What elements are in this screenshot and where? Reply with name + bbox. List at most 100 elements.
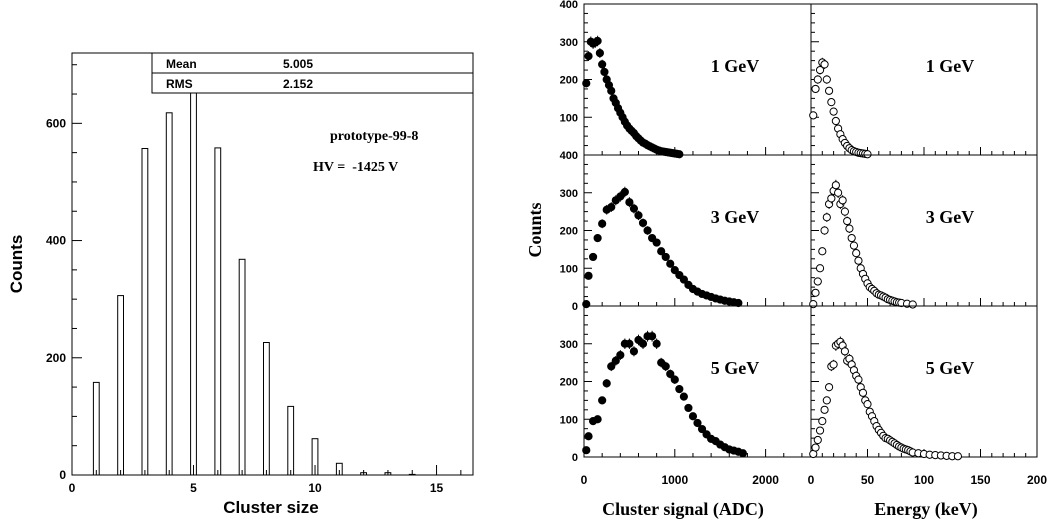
- data-point: [652, 339, 661, 348]
- bar-cluster-size-4: [165, 112, 173, 476]
- data-point: [738, 449, 748, 458]
- data-point: [813, 75, 822, 84]
- data-point: [598, 219, 607, 228]
- left-y-tick-label: 200: [46, 351, 66, 365]
- panel-x-tick-label: 2000: [752, 473, 779, 487]
- panel-energy-label: 3 GeV: [926, 207, 975, 227]
- data-point: [648, 332, 657, 341]
- stats-mean-label: Mean: [166, 57, 197, 71]
- data-point: [827, 194, 836, 203]
- panel-r0-c0: 1 GeV: [582, 3, 812, 159]
- left-y-axis: 0 200 400 600: [46, 64, 82, 482]
- panel-frame: [810, 154, 1038, 307]
- bar-cluster-size-1: [92, 381, 100, 476]
- panel-frame: [583, 305, 812, 458]
- panel-energy-label: 5 GeV: [926, 358, 975, 378]
- data-point: [652, 238, 661, 247]
- data-point: [593, 233, 602, 243]
- data-point: [908, 300, 917, 309]
- data-point: [607, 202, 616, 212]
- right-y-axis-label: Counts: [525, 202, 545, 257]
- data-point: [675, 150, 684, 159]
- stats-mean-value: 5.005: [283, 57, 313, 71]
- data-point: [815, 264, 825, 273]
- panel-y-tick-label: 0: [572, 452, 578, 464]
- data-point: [661, 252, 670, 262]
- data-point: [607, 362, 616, 371]
- panel-x-tick-label: 1000: [661, 473, 688, 487]
- data-point: [818, 247, 827, 256]
- data-point: [584, 271, 593, 280]
- data-point: [616, 350, 625, 360]
- left-y-tick-label: 400: [46, 234, 66, 248]
- panel-y-tick-label: 0: [572, 301, 578, 313]
- data-point: [679, 275, 688, 284]
- panel-frame: [583, 3, 812, 156]
- data-point: [815, 426, 825, 435]
- data-point: [815, 65, 825, 75]
- data-point: [840, 207, 850, 216]
- left-x-axis-label: Cluster size: [223, 498, 318, 517]
- data-point: [824, 86, 834, 95]
- data-point: [820, 405, 829, 414]
- panel-r1-c0: 3 GeV: [582, 154, 812, 309]
- left-x-tick-label: 15: [430, 481, 444, 495]
- bar-cluster-size-2: [117, 295, 124, 476]
- energy-panels-figure: 1 GeV 1 GeV 3 GeV 3 GeV 5 GeV 5 GeV 400 300 200…: [525, 0, 1047, 520]
- data-point: [638, 339, 648, 348]
- data-point: [598, 60, 607, 69]
- left-y-tick-label: 0: [59, 468, 66, 482]
- data-point: [829, 360, 838, 369]
- panel-x-tick-label: 200: [1027, 473, 1047, 487]
- panel-y-tick-label: 100: [560, 263, 578, 275]
- data-point: [813, 277, 822, 286]
- bar-cluster-size-5: [190, 90, 197, 476]
- left-y-tick-label: 600: [46, 116, 66, 130]
- data-point: [584, 432, 593, 441]
- data-point: [811, 443, 820, 452]
- data-point: [675, 384, 684, 394]
- panel-y-tick-label: 300: [560, 339, 578, 351]
- bar-cluster-size-7: [238, 258, 246, 476]
- panel-energy-label: 1 GeV: [711, 56, 760, 76]
- data-point: [661, 362, 670, 371]
- data-point: [643, 226, 652, 235]
- data-point: [822, 396, 831, 405]
- data-point: [670, 266, 679, 275]
- data-point: [602, 379, 611, 388]
- stats-box: Mean 5.005 RMS 2.152: [151, 52, 474, 94]
- data-point: [824, 383, 834, 392]
- data-point: [809, 111, 818, 120]
- data-point: [831, 181, 840, 190]
- data-point: [634, 211, 643, 220]
- data-point: [657, 247, 666, 256]
- panel-y-tick-label: 200: [560, 75, 578, 87]
- panel-r2-c1: 5 GeV: [809, 305, 1038, 461]
- data-point: [811, 288, 820, 297]
- data-point: [813, 435, 822, 445]
- panel-y-tick-label: 300: [560, 37, 578, 49]
- panel-x-tick-label: 0: [581, 473, 588, 487]
- data-point: [849, 241, 859, 250]
- data-point: [600, 67, 609, 77]
- panel-energy-label: 3 GeV: [711, 207, 760, 227]
- stats-rms-value: 2.152: [283, 77, 313, 91]
- stats-rms-label: RMS: [166, 77, 193, 91]
- bar-cluster-size-3: [141, 148, 149, 476]
- data-point: [582, 446, 591, 455]
- data-point: [863, 150, 872, 159]
- data-point: [858, 388, 868, 397]
- data-point: [820, 226, 829, 235]
- panel-y-tick-label: 400: [560, 150, 578, 162]
- left-y-axis-label: Counts: [7, 235, 26, 294]
- left-bars: [92, 90, 416, 476]
- data-point: [598, 396, 607, 405]
- data-point: [679, 392, 688, 401]
- data-point: [593, 415, 602, 424]
- annotation-prototype: prototype-99-8: [330, 129, 418, 144]
- data-point: [953, 452, 963, 461]
- data-point: [584, 51, 593, 61]
- data-point: [688, 412, 698, 421]
- cluster-size-histogram: 0 5 10 15 0 200 400 600 prototype-99-8 HV = -1…: [7, 52, 474, 517]
- data-point: [595, 48, 604, 58]
